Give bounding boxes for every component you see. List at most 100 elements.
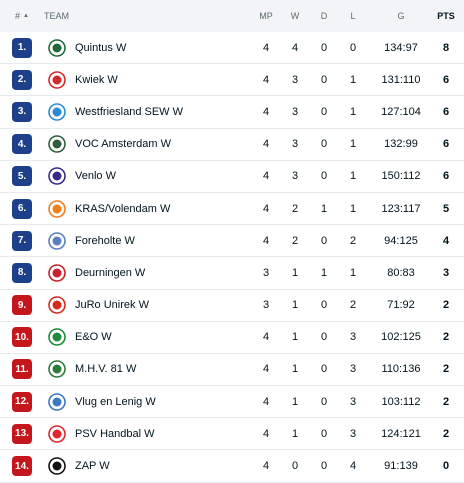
d-column-header[interactable]: D bbox=[320, 11, 328, 21]
team-cell[interactable]: Foreholte W bbox=[44, 231, 244, 250]
points: 6 bbox=[442, 73, 450, 86]
rank-badge: 7. bbox=[12, 230, 32, 251]
team-cell[interactable]: JuRo Unirek W bbox=[44, 296, 244, 314]
rank-cell: 1. bbox=[0, 37, 44, 58]
table-header: # ▲ TEAM MP W D L G PTS bbox=[0, 0, 464, 32]
goals: 103:112 bbox=[381, 395, 421, 408]
l-column-header[interactable]: L bbox=[350, 11, 356, 21]
table-row[interactable]: 7. Foreholte W 4 2 0 2 94:125 4 bbox=[0, 225, 464, 258]
team-column-header[interactable]: TEAM bbox=[44, 11, 70, 21]
rank-cell: 2. bbox=[0, 69, 44, 90]
table-row[interactable]: 10. E&O W 4 1 0 3 102:125 2 bbox=[0, 322, 464, 354]
mhv-logo-icon bbox=[48, 360, 66, 379]
pts-column-header[interactable]: PTS bbox=[437, 11, 455, 21]
table-row[interactable]: 13. PSV Handbal W 4 1 0 3 124:121 2 bbox=[0, 418, 464, 451]
rank-column-header[interactable]: # ▲ bbox=[15, 11, 29, 21]
table-row[interactable]: 4. VOC Amsterdam W 4 3 0 1 132:99 6 bbox=[0, 129, 464, 161]
losses: 3 bbox=[349, 427, 357, 440]
team-name[interactable]: Foreholte W bbox=[75, 234, 135, 247]
rank-cell: 14. bbox=[0, 456, 44, 477]
wins: 3 bbox=[291, 138, 299, 151]
losses: 4 bbox=[349, 460, 357, 473]
team-cell[interactable]: Kwiek W bbox=[44, 70, 244, 89]
matches-played: 3 bbox=[262, 266, 270, 279]
points: 4 bbox=[442, 234, 450, 247]
team-cell[interactable]: ZAP W bbox=[44, 457, 244, 475]
team-cell[interactable]: PSV Handbal W bbox=[44, 425, 244, 443]
wins: 1 bbox=[291, 266, 299, 279]
team-name[interactable]: JuRo Unirek W bbox=[75, 299, 149, 312]
team-name[interactable]: Deurningen W bbox=[75, 266, 146, 279]
losses: 1 bbox=[349, 73, 357, 86]
table-row[interactable]: 6. KRAS/Volendam W 4 2 1 1 123:117 5 bbox=[0, 193, 464, 226]
team-name[interactable]: Quintus W bbox=[75, 41, 127, 54]
team-name[interactable]: KRAS/Volendam W bbox=[75, 202, 171, 215]
goals: 132:99 bbox=[384, 138, 418, 151]
team-name[interactable]: Vlug en Lenig W bbox=[75, 395, 156, 408]
wins: 1 bbox=[291, 299, 299, 312]
juro-logo-icon bbox=[48, 296, 66, 314]
deurningen-logo-icon bbox=[48, 264, 66, 282]
voc-logo-icon bbox=[48, 135, 66, 153]
matches-played: 4 bbox=[262, 460, 270, 473]
table-row[interactable]: 9. JuRo Unirek W 3 1 0 2 71:92 2 bbox=[0, 290, 464, 322]
sort-ascending-icon: ▲ bbox=[23, 13, 29, 19]
table-row[interactable]: 14. ZAP W 4 0 0 4 91:139 0 bbox=[0, 450, 464, 483]
team-cell[interactable]: M.H.V. 81 W bbox=[44, 360, 244, 379]
quintus-logo-icon bbox=[48, 38, 66, 57]
team-name[interactable]: Venlo W bbox=[75, 170, 116, 183]
team-name[interactable]: ZAP W bbox=[75, 460, 110, 473]
table-row[interactable]: 11. M.H.V. 81 W 4 1 0 3 110:136 2 bbox=[0, 354, 464, 387]
team-name[interactable]: Westfriesland SEW W bbox=[75, 105, 183, 118]
table-row[interactable]: 1. Quintus W 4 4 0 0 134:97 8 bbox=[0, 32, 464, 65]
draws: 0 bbox=[320, 138, 328, 151]
losses: 3 bbox=[349, 395, 357, 408]
rank-badge: 9. bbox=[12, 295, 32, 316]
goals: 94:125 bbox=[384, 234, 418, 247]
rank-badge: 1. bbox=[12, 37, 32, 58]
team-cell[interactable]: VOC Amsterdam W bbox=[44, 135, 244, 153]
rank-cell: 8. bbox=[0, 262, 44, 283]
rank-badge: 8. bbox=[12, 262, 32, 283]
draws: 0 bbox=[320, 170, 328, 183]
team-name[interactable]: Kwiek W bbox=[75, 73, 118, 86]
rank-cell: 10. bbox=[0, 327, 44, 348]
rank-badge: 5. bbox=[12, 166, 32, 187]
rank-cell: 7. bbox=[0, 230, 44, 251]
points: 6 bbox=[442, 105, 450, 118]
w-column-header[interactable]: W bbox=[290, 11, 300, 21]
table-row[interactable]: 5. Venlo W 4 3 0 1 150:112 6 bbox=[0, 161, 464, 193]
team-name[interactable]: M.H.V. 81 W bbox=[75, 363, 137, 376]
team-cell[interactable]: E&O W bbox=[44, 328, 244, 347]
matches-played: 4 bbox=[262, 363, 270, 376]
team-cell[interactable]: Vlug en Lenig W bbox=[44, 392, 244, 411]
goals: 127:104 bbox=[381, 105, 421, 118]
matches-played: 4 bbox=[262, 138, 270, 151]
goals: 150:112 bbox=[381, 170, 421, 183]
g-column-header[interactable]: G bbox=[397, 11, 405, 21]
draws: 0 bbox=[320, 41, 328, 54]
team-cell[interactable]: Quintus W bbox=[44, 38, 244, 57]
draws: 0 bbox=[320, 234, 328, 247]
table-body: 1. Quintus W 4 4 0 0 134:97 8 2. Kwiek W 4 3 0 1 131:1… bbox=[0, 32, 464, 483]
psv-logo-icon bbox=[48, 425, 66, 443]
goals: 91:139 bbox=[384, 460, 418, 473]
team-cell[interactable]: KRAS/Volendam W bbox=[44, 199, 244, 218]
goals: 102:125 bbox=[381, 331, 421, 344]
team-name[interactable]: E&O W bbox=[75, 331, 112, 344]
table-row[interactable]: 8. Deurningen W 3 1 1 1 80:83 3 bbox=[0, 257, 464, 290]
wins: 1 bbox=[291, 331, 299, 344]
matches-played: 4 bbox=[262, 202, 270, 215]
table-row[interactable]: 12. Vlug en Lenig W 4 1 0 3 103:112 2 bbox=[0, 386, 464, 419]
team-cell[interactable]: Deurningen W bbox=[44, 264, 244, 282]
table-row[interactable]: 2. Kwiek W 4 3 0 1 131:110 6 bbox=[0, 64, 464, 97]
team-name[interactable]: VOC Amsterdam W bbox=[75, 138, 171, 151]
zap-logo-icon bbox=[48, 457, 66, 475]
team-cell[interactable]: Westfriesland SEW W bbox=[44, 103, 244, 121]
team-name[interactable]: PSV Handbal W bbox=[75, 427, 155, 440]
table-row[interactable]: 3. Westfriesland SEW W 4 3 0 1 127:104 6 bbox=[0, 96, 464, 129]
wins: 3 bbox=[291, 73, 299, 86]
team-cell[interactable]: Venlo W bbox=[44, 167, 244, 186]
mp-column-header[interactable]: MP bbox=[259, 11, 273, 21]
